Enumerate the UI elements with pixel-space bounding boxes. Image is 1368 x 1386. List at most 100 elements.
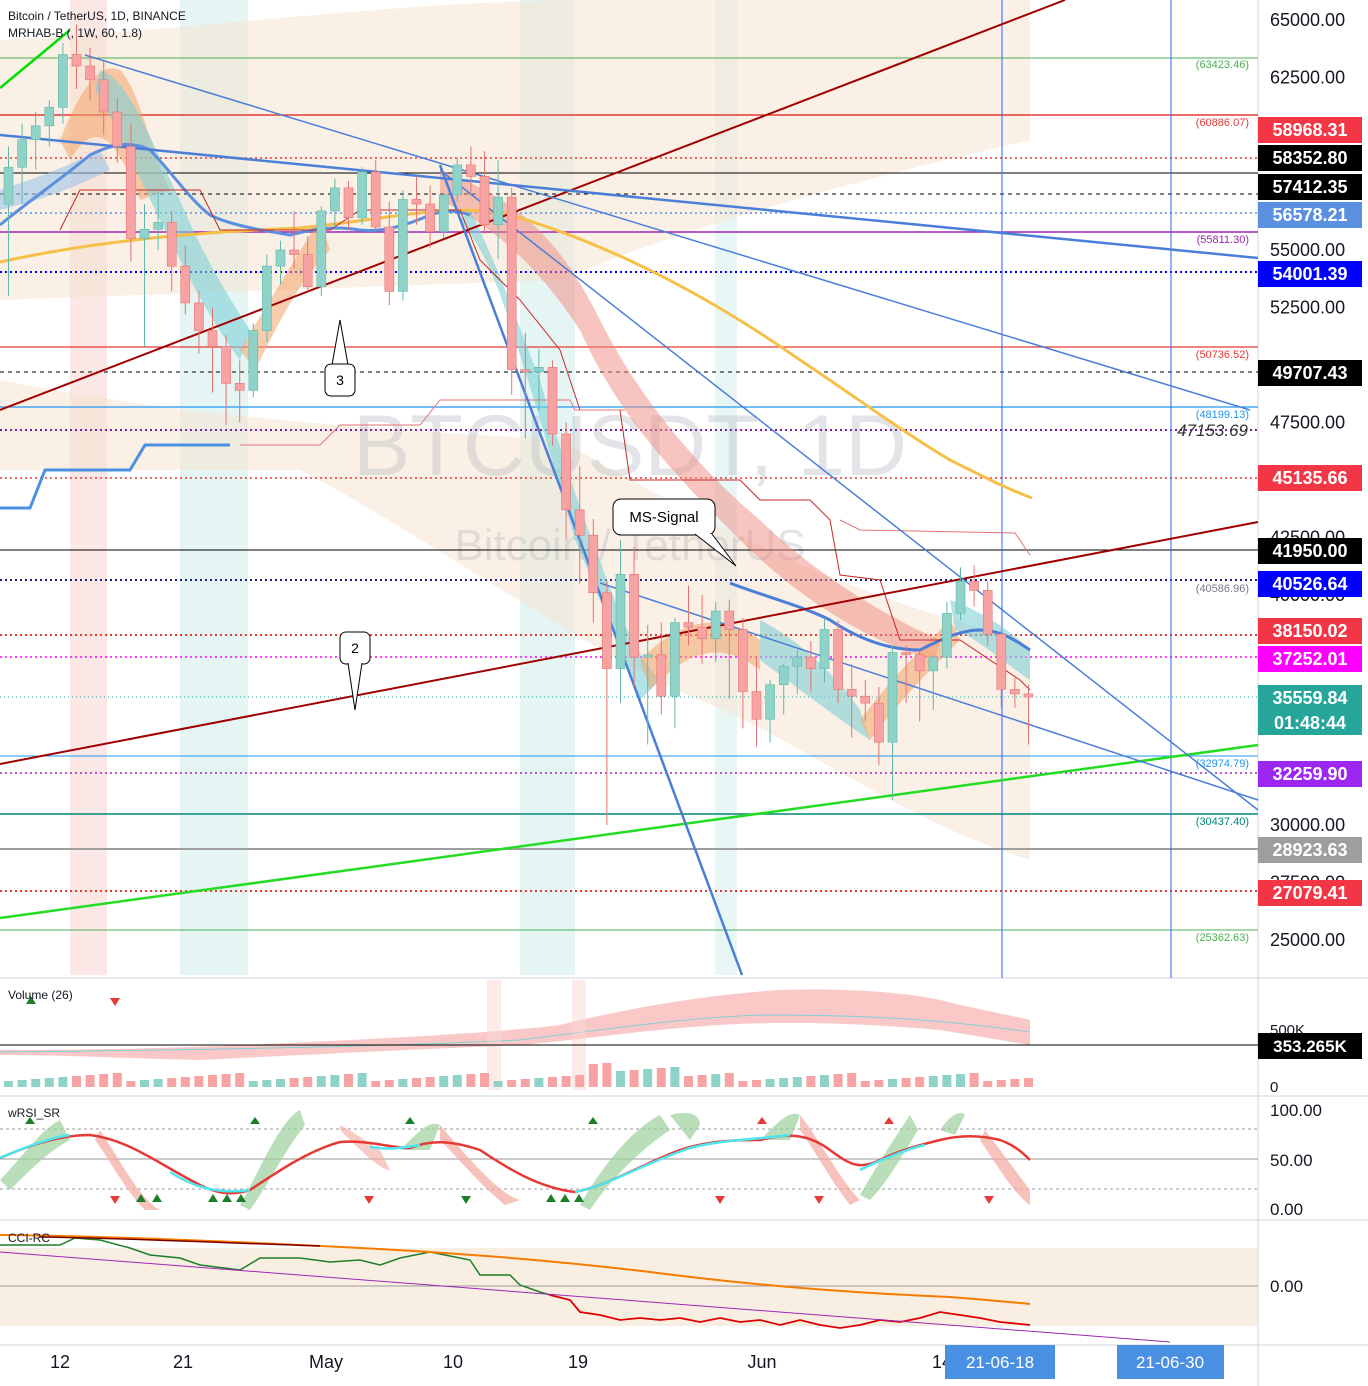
candle (670, 618, 680, 729)
volume-bar (806, 1076, 816, 1087)
volume-bar (697, 1075, 707, 1087)
volume-bar (167, 1078, 177, 1087)
volume-bar (656, 1068, 666, 1087)
volume-axis-0: 0 (1270, 1079, 1278, 1096)
candle (642, 624, 653, 745)
candle (126, 123, 136, 262)
candle (166, 210, 177, 292)
volume-bar (439, 1076, 449, 1087)
volume-bar (507, 1080, 517, 1087)
candle (887, 645, 898, 800)
candle (874, 687, 884, 766)
time-axis[interactable]: 12 21 May 10 19 Jun 14 (50, 1352, 952, 1372)
horizontal-levels (0, 57, 1258, 931)
candle (819, 618, 830, 683)
price-tag: 40526.64 (1258, 571, 1362, 597)
volume-bar (412, 1078, 421, 1087)
volume-bar (4, 1081, 13, 1087)
indicator-title: MRHAB-B (, 1W, 60, 1.8) (8, 26, 143, 40)
candlesticks (3, 24, 1034, 825)
candle (30, 112, 41, 170)
volume-bar (466, 1074, 476, 1087)
candle (425, 185, 435, 248)
volume-bar (398, 1079, 408, 1087)
volume-bar (956, 1074, 965, 1087)
candle (384, 201, 395, 306)
candle (955, 567, 966, 621)
volume-bar (901, 1078, 911, 1087)
candle (466, 146, 476, 193)
callout-3: 3 (324, 319, 356, 397)
svg-text:MS-Signal: MS-Signal (629, 509, 698, 526)
candle (833, 620, 843, 704)
volume-bar (765, 1079, 775, 1087)
volume-bar (942, 1075, 952, 1087)
volume-bar (915, 1077, 925, 1087)
price-tag: 35559.84 (1258, 685, 1362, 711)
candle (806, 641, 816, 692)
volume-bar (99, 1074, 109, 1087)
time-marker-1-bg (945, 1345, 1055, 1379)
volume-bar (1010, 1079, 1020, 1087)
cci-title: CCI-RC (8, 1231, 50, 1245)
symbol-title: Bitcoin / TetherUS, 1D, BINANCE (8, 9, 186, 23)
volume-bar (860, 1081, 870, 1087)
volume-bar (820, 1075, 829, 1087)
volume-bar (289, 1078, 299, 1087)
candle (71, 24, 82, 89)
candle (85, 47, 95, 101)
level-label: (55811.30) (1197, 234, 1249, 246)
candle (982, 581, 993, 646)
svg-text:56578.21: 56578.21 (1272, 205, 1347, 225)
candle (520, 332, 531, 439)
volume-bar (738, 1081, 748, 1087)
price-tick: 65000.00 (1270, 10, 1345, 30)
time-tick: 10 (443, 1352, 463, 1372)
level-label: (60886.07) (1196, 117, 1249, 129)
volume-bar (1024, 1078, 1033, 1087)
countdown-tag: 01:48:44 (1258, 711, 1362, 735)
candle (765, 680, 775, 743)
svg-text:40526.64: 40526.64 (1272, 574, 1347, 594)
candle (901, 645, 911, 704)
candle (534, 348, 544, 411)
volume-bar (153, 1079, 163, 1087)
candle (942, 601, 952, 669)
volume-bar (928, 1076, 938, 1087)
candle (969, 565, 979, 607)
volume-bar (493, 1081, 503, 1087)
candle (547, 360, 558, 446)
volume-bar (316, 1076, 326, 1087)
volume-bar (221, 1074, 231, 1087)
price-tag: 41950.00 (1258, 538, 1362, 564)
price-tick: 30000.00 (1270, 815, 1345, 835)
candle (343, 181, 354, 230)
candle (370, 160, 381, 232)
price-tick: 47500.00 (1270, 413, 1345, 433)
candle (1010, 677, 1020, 708)
level-label: (25362.63) (1196, 932, 1249, 944)
volume-bar (548, 1077, 557, 1087)
price-tick: 25000.00 (1270, 930, 1345, 950)
rsi-pane (0, 1110, 1258, 1210)
volume-bar (371, 1081, 381, 1087)
volume-bar (344, 1074, 353, 1087)
candle (17, 123, 27, 204)
candle (153, 192, 163, 250)
price-tag: 54001.39 (1258, 261, 1362, 287)
candle (452, 158, 463, 202)
rsi-title: wRSI_SR (8, 1106, 61, 1120)
candle (561, 422, 571, 538)
rsi-axis-0: 0.00 (1270, 1200, 1303, 1219)
rsi-axis-100: 100.00 (1270, 1101, 1322, 1120)
volume-bar (833, 1074, 843, 1087)
candle (710, 601, 721, 662)
volume-bar (888, 1079, 897, 1087)
price-tag: 38150.02 (1258, 618, 1362, 644)
svg-text:37252.01: 37252.01 (1272, 649, 1347, 669)
candle (112, 98, 123, 163)
volume-bar (752, 1080, 761, 1087)
price-tag: 27079.41 (1258, 880, 1362, 906)
volume-bar (276, 1079, 285, 1087)
